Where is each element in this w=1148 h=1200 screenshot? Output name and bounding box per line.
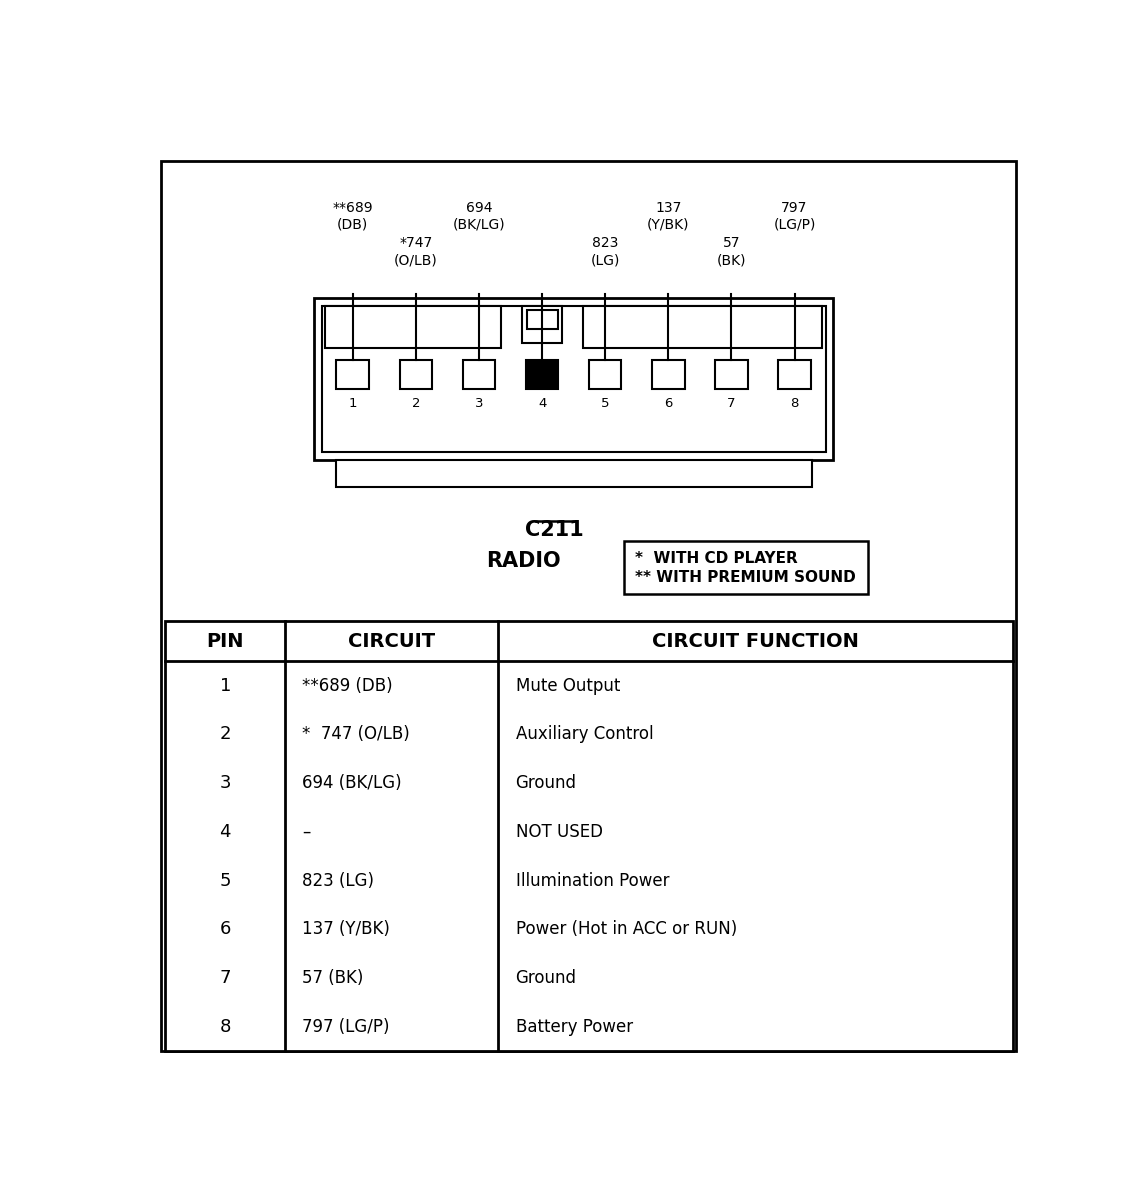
Text: *  747 (O/LB): * 747 (O/LB) — [302, 726, 410, 744]
Text: 797: 797 — [782, 200, 808, 215]
Bar — [527, 311, 558, 329]
Text: 8: 8 — [219, 1018, 231, 1036]
Text: (O/LB): (O/LB) — [394, 253, 437, 268]
Text: 797 (LG/P): 797 (LG/P) — [302, 1018, 390, 1036]
Text: 57: 57 — [722, 236, 740, 251]
Bar — [400, 360, 432, 389]
Text: Auxiliary Control: Auxiliary Control — [515, 726, 653, 744]
Bar — [315, 298, 833, 460]
Text: 1: 1 — [349, 396, 357, 409]
Text: Battery Power: Battery Power — [515, 1018, 633, 1036]
Bar — [583, 306, 822, 348]
Text: 137: 137 — [656, 200, 682, 215]
Text: Illumination Power: Illumination Power — [515, 871, 669, 889]
Bar — [165, 622, 1013, 1051]
Bar — [652, 360, 684, 389]
Text: CIRCUIT: CIRCUIT — [348, 632, 435, 650]
Text: (LG): (LG) — [590, 253, 620, 268]
Bar — [526, 360, 558, 389]
Text: 823 (LG): 823 (LG) — [302, 871, 374, 889]
Text: **689 (DB): **689 (DB) — [302, 677, 393, 695]
Text: NOT USED: NOT USED — [515, 823, 603, 841]
Text: (Y/BK): (Y/BK) — [647, 217, 690, 232]
Bar — [589, 360, 621, 389]
Text: 137 (Y/BK): 137 (Y/BK) — [302, 920, 390, 938]
Bar — [463, 360, 495, 389]
Text: 6: 6 — [219, 920, 231, 938]
Text: ** WITH PREMIUM SOUND: ** WITH PREMIUM SOUND — [635, 570, 855, 584]
Text: 4: 4 — [219, 823, 231, 841]
Text: 694: 694 — [466, 200, 492, 215]
Text: 3: 3 — [219, 774, 231, 792]
Text: C211: C211 — [525, 520, 583, 540]
Text: 5: 5 — [219, 871, 231, 889]
Bar — [321, 306, 825, 452]
Text: 823: 823 — [592, 236, 619, 251]
Text: (BK/LG): (BK/LG) — [452, 217, 505, 232]
Bar — [625, 541, 868, 594]
Bar — [335, 460, 812, 487]
Text: Power (Hot in ACC or RUN): Power (Hot in ACC or RUN) — [515, 920, 737, 938]
Text: 694 (BK/LG): 694 (BK/LG) — [302, 774, 402, 792]
Text: 2: 2 — [412, 396, 420, 409]
Text: 3: 3 — [475, 396, 483, 409]
Text: 5: 5 — [600, 396, 610, 409]
Text: 7: 7 — [727, 396, 736, 409]
Text: Ground: Ground — [515, 774, 576, 792]
Text: Mute Output: Mute Output — [515, 677, 620, 695]
Text: (BK): (BK) — [716, 253, 746, 268]
Bar — [336, 360, 369, 389]
Bar — [522, 306, 563, 343]
Text: *  WITH CD PLAYER: * WITH CD PLAYER — [635, 551, 798, 565]
Text: *747: *747 — [400, 236, 433, 251]
Bar — [778, 360, 810, 389]
Text: (DB): (DB) — [338, 217, 369, 232]
Text: 6: 6 — [664, 396, 673, 409]
Text: 57 (BK): 57 (BK) — [302, 970, 364, 988]
Bar — [325, 306, 502, 348]
Text: 1: 1 — [219, 677, 231, 695]
Bar — [715, 360, 747, 389]
Text: PIN: PIN — [207, 632, 245, 650]
Text: (LG/P): (LG/P) — [774, 217, 816, 232]
Text: RADIO: RADIO — [486, 551, 560, 570]
Text: CIRCUIT FUNCTION: CIRCUIT FUNCTION — [652, 632, 859, 650]
Text: 7: 7 — [219, 970, 231, 988]
Text: **689: **689 — [333, 200, 373, 215]
Text: –: – — [302, 823, 311, 841]
Text: 4: 4 — [538, 396, 546, 409]
Text: 2: 2 — [219, 726, 231, 744]
Text: Ground: Ground — [515, 970, 576, 988]
Text: 8: 8 — [790, 396, 799, 409]
